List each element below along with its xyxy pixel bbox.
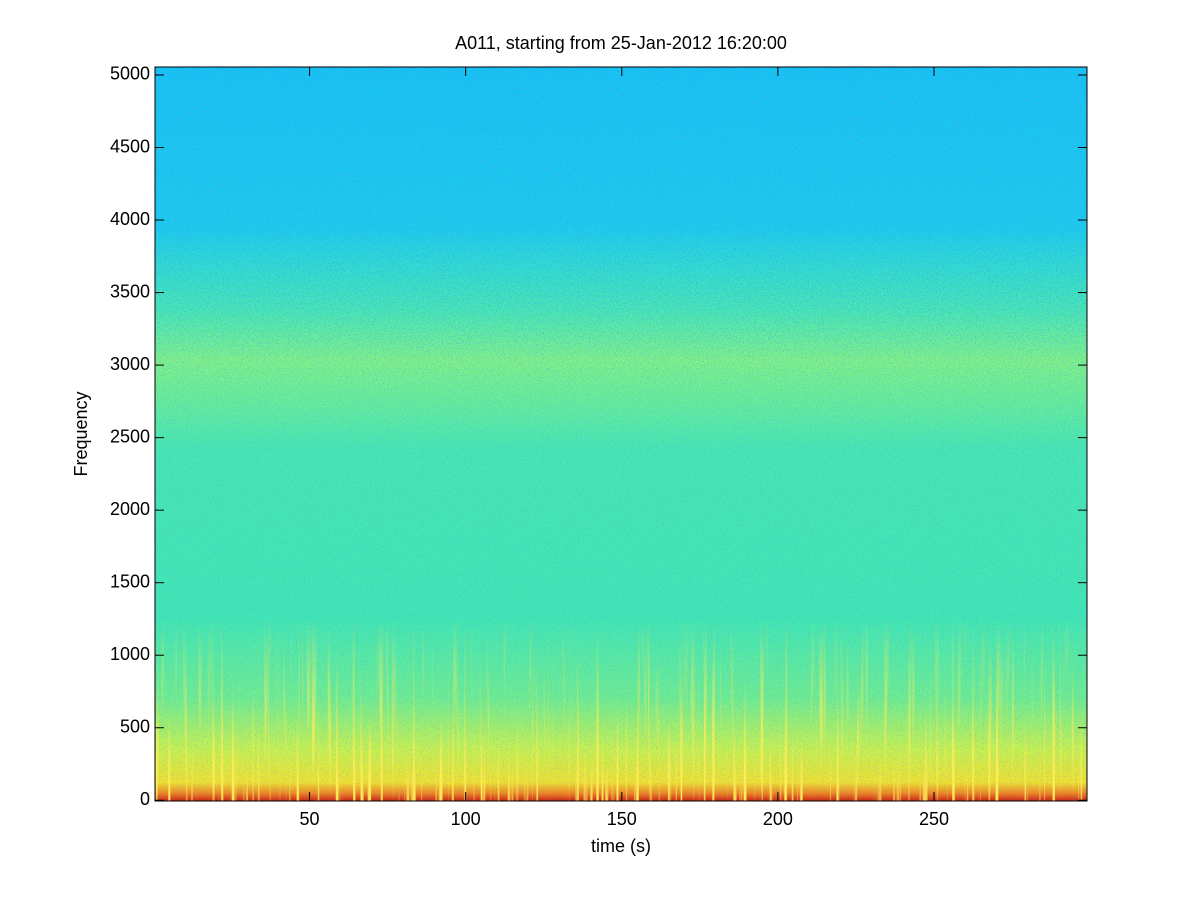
y-tick-label: 2500 [110, 426, 150, 446]
x-tick-label: 250 [919, 809, 949, 829]
plot-frame [154, 66, 1088, 802]
x-tick-label: 50 [300, 809, 320, 829]
y-tick-label: 0 [140, 789, 150, 809]
y-tick-label: 2000 [110, 499, 150, 519]
y-tick-label: 1000 [110, 644, 150, 664]
x-axis-label: time (s) [591, 836, 651, 856]
x-tick-label: 100 [451, 809, 481, 829]
y-tick-label: 3000 [110, 354, 150, 374]
spectrogram-image [155, 67, 1087, 801]
x-tick-label: 150 [607, 809, 637, 829]
y-tick-label: 500 [120, 716, 150, 736]
y-tick-label: 4500 [110, 136, 150, 156]
y-axis-label: Frequency [71, 391, 91, 476]
y-tick-label: 5000 [110, 64, 150, 84]
y-tick-label: 4000 [110, 209, 150, 229]
y-tick-label: 3500 [110, 281, 150, 301]
y-tick-label: 1500 [110, 571, 150, 591]
x-tick-label: 200 [763, 809, 793, 829]
chart-title: A011, starting from 25-Jan-2012 16:20:00 [455, 33, 787, 53]
